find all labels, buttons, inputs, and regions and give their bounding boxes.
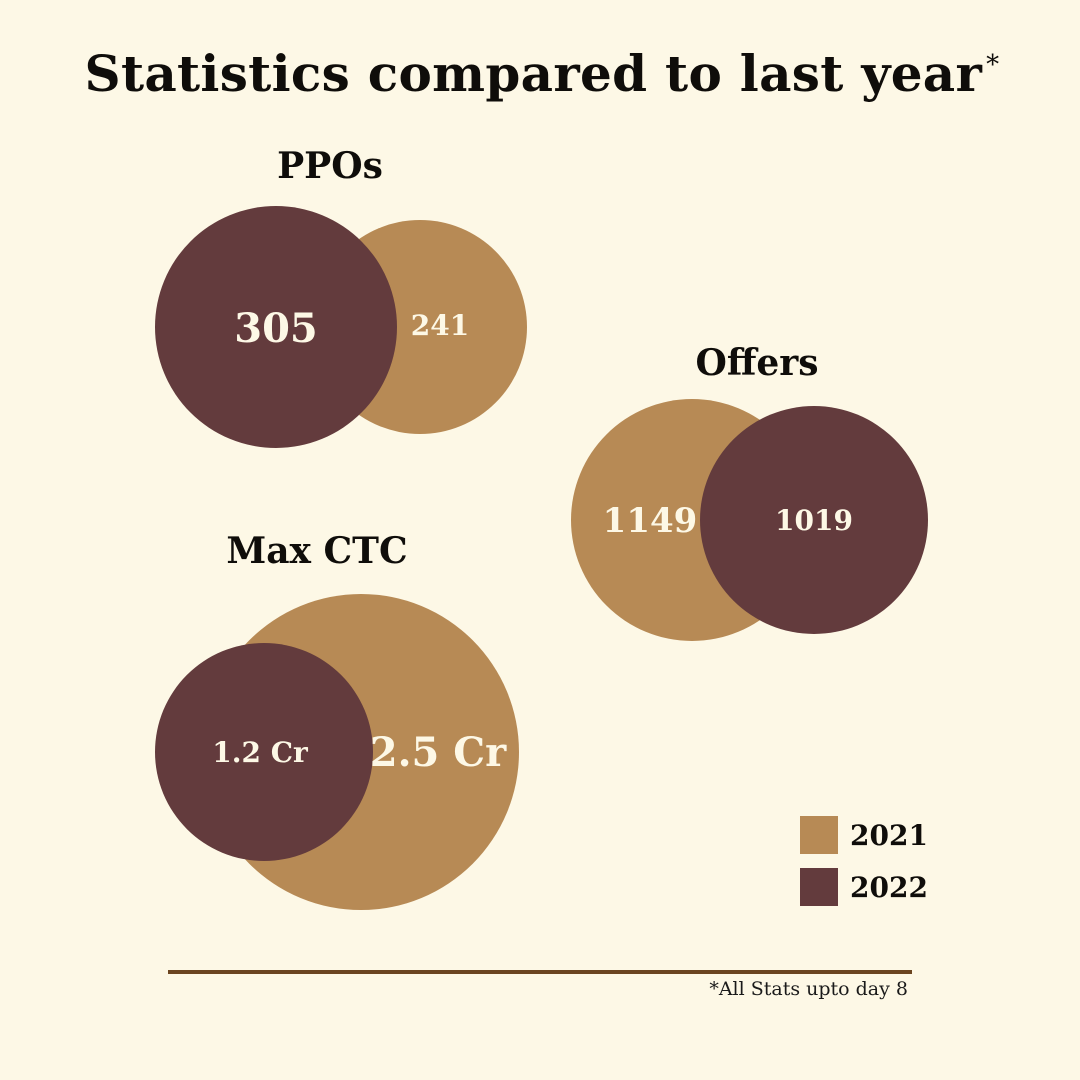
group-title-offers: Offers — [695, 342, 818, 384]
page-title: Statistics compared to last year * — [0, 44, 1080, 103]
footnote: *All Stats upto day 8 — [709, 978, 908, 1000]
max-ctc-2022-value: 1.2 Cr — [212, 736, 309, 769]
title-asterisk: * — [986, 50, 1000, 80]
ppos-2022-circle — [155, 206, 397, 448]
max-ctc-2022-circle — [155, 643, 373, 861]
legend-label-2021: 2021 — [850, 818, 928, 852]
ppos-2021-value: 241 — [411, 309, 469, 342]
legend-swatch-2022 — [800, 868, 838, 906]
title-text: Statistics compared to last year — [84, 44, 983, 103]
ppos-2022-value: 305 — [234, 305, 318, 352]
footer-divider — [168, 970, 912, 974]
offers-2021-value: 1149 — [603, 501, 698, 541]
group-title-ppos: PPOs — [277, 145, 383, 187]
legend-item-2021: 2021 — [800, 816, 928, 854]
group-title-max-ctc: Max CTC — [226, 530, 407, 572]
max-ctc-2021-value: 2.5 Cr — [370, 729, 507, 776]
legend: 2021 2022 — [800, 816, 928, 920]
offers-2022-value: 1019 — [775, 504, 853, 537]
legend-item-2022: 2022 — [800, 868, 928, 906]
legend-swatch-2021 — [800, 816, 838, 854]
offers-2022-circle — [700, 406, 928, 634]
legend-label-2022: 2022 — [850, 870, 928, 904]
